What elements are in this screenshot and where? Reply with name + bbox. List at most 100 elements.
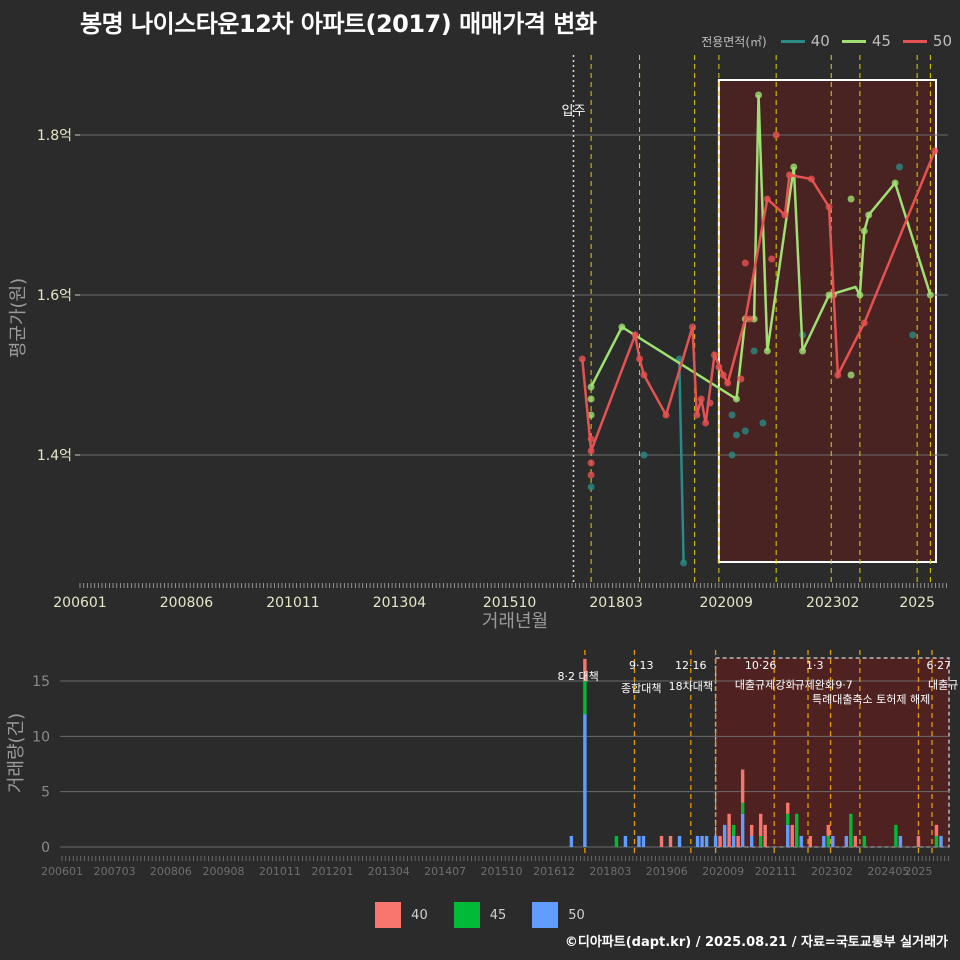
volume-bar-50	[822, 835, 826, 847]
volume-bar-40	[826, 824, 830, 836]
data-point-45	[847, 195, 855, 203]
volume-bar-50	[844, 835, 849, 847]
y-tick-label: 5	[41, 785, 50, 801]
data-point-45	[865, 211, 873, 219]
legend-label: 50	[568, 907, 585, 923]
data-point-45	[587, 411, 595, 419]
x-tick-label: 201906	[646, 865, 688, 878]
y-axis-label: 평균가(원)	[8, 278, 29, 358]
data-point-50	[772, 131, 780, 139]
data-point-50	[741, 259, 749, 267]
data-point-50	[781, 211, 789, 219]
legend-label: 40	[411, 907, 428, 923]
volume-bar-40	[934, 824, 939, 836]
x-tick-label: 200703	[94, 865, 136, 878]
series-line-45	[589, 94, 932, 402]
policy-annotation: 종합대책	[621, 682, 661, 695]
data-point-50	[636, 355, 644, 363]
x-tick-label: 200806	[160, 595, 214, 611]
volume-bar-50	[704, 835, 709, 847]
policy-annotation: 1·3	[806, 659, 824, 672]
volume-bar-50	[731, 835, 736, 847]
data-point-50	[807, 175, 815, 183]
volume-bar-50	[786, 824, 790, 847]
data-point-50	[785, 171, 793, 179]
volume-bar-45	[934, 835, 939, 847]
data-point-40	[728, 411, 736, 419]
data-point-50	[702, 419, 710, 427]
volume-bar-45	[826, 835, 830, 847]
data-point-45	[618, 323, 626, 331]
data-point-40	[587, 483, 595, 491]
legend-label: 50	[932, 32, 952, 50]
policy-annotation: 대출규제강화	[735, 679, 796, 692]
highlight-period-box	[714, 657, 950, 848]
legend-item-40: 40	[780, 32, 830, 50]
volume-bar-45	[758, 835, 763, 847]
volume-bar-45	[795, 813, 799, 847]
x-tick-label: 201612	[533, 865, 575, 878]
volume-bar-40	[749, 824, 754, 836]
data-point-45	[587, 383, 595, 391]
data-point-50	[662, 411, 670, 419]
volume-bar-40	[659, 835, 664, 847]
x-tick-label: 201304	[368, 865, 410, 878]
y-tick-label: 1.4억	[37, 448, 72, 464]
legend-box-swatch	[375, 902, 402, 928]
y-tick-label: 1.6억	[37, 288, 72, 304]
volume-bar-45	[786, 813, 790, 825]
data-point-40	[640, 451, 648, 459]
volume-bar-50	[677, 835, 682, 847]
volume-bar-50	[623, 835, 628, 847]
x-tick-label: 201803	[589, 595, 642, 611]
volume-bar-50	[939, 835, 943, 847]
data-point-45	[860, 227, 868, 235]
volume-bar-45	[849, 813, 853, 847]
data-point-50	[737, 375, 745, 383]
policy-annotation: 12·16	[675, 659, 707, 672]
data-point-50	[587, 435, 595, 443]
legend-title: 전용면적(㎡)	[701, 34, 767, 49]
volume-bar-40	[736, 835, 740, 847]
data-point-40	[728, 451, 736, 459]
data-point-40	[909, 331, 917, 339]
volume-bar-45	[862, 835, 867, 847]
volume-bar-40	[916, 835, 921, 847]
data-point-40	[750, 347, 758, 355]
x-tick-label: 202111	[755, 865, 797, 878]
data-point-50	[587, 447, 595, 455]
volume-bar-50	[695, 835, 700, 847]
data-point-50	[697, 395, 705, 403]
policy-annotation: 특례대출축소 토허제 해제	[812, 692, 930, 706]
legend-box-swatch	[532, 902, 559, 928]
data-point-50	[640, 371, 648, 379]
source-footer: ©디아파트(dapt.kr) / 2025.08.21 / 자료=국토교통부 실…	[564, 935, 948, 950]
volume-bar-50	[722, 824, 727, 847]
data-point-50	[693, 411, 701, 419]
volume-bar-40	[786, 802, 790, 814]
x-tick-label: 201407	[424, 865, 466, 878]
volume-bar-50	[799, 835, 803, 847]
data-point-45	[790, 163, 798, 171]
chart-title: 봉명 나이스타운12차 아파트(2017) 매매가격 변화	[80, 10, 597, 38]
volume-bar-50	[637, 835, 641, 847]
volume-bar-50	[898, 835, 903, 847]
data-point-50	[715, 363, 723, 371]
data-point-45	[847, 371, 855, 379]
x-tick-label: 201510	[483, 595, 536, 611]
data-point-50	[763, 195, 771, 203]
volume-bar-40	[740, 769, 745, 803]
legend-line-swatch	[902, 39, 927, 43]
legend-label: 45	[871, 32, 891, 50]
policy-annotation: 규제완화	[795, 679, 835, 692]
y-tick-label: 10	[32, 729, 50, 745]
x-tick-label: 201510	[480, 865, 522, 878]
data-point-50	[706, 399, 714, 407]
data-point-40	[759, 419, 767, 427]
policy-annotation: 18차대책	[669, 680, 713, 693]
x-tick-label: 201201	[311, 865, 353, 878]
volume-bar-45	[583, 681, 587, 715]
legend-label: 40	[810, 32, 830, 50]
data-point-50	[724, 379, 732, 387]
data-point-45	[891, 179, 899, 187]
